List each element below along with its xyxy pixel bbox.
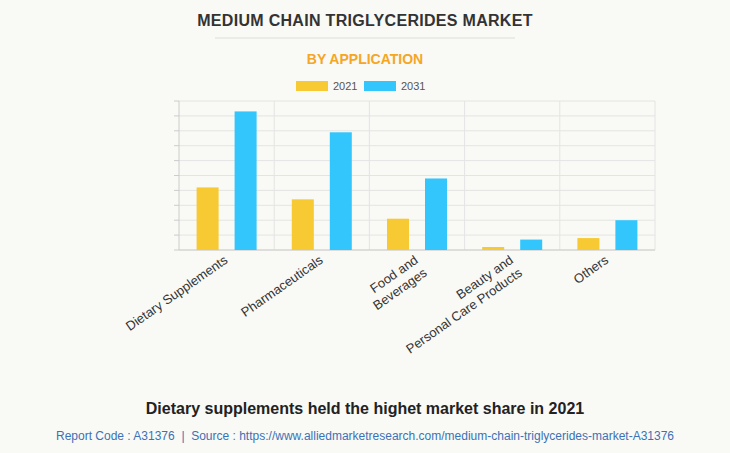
title-rule	[215, 38, 515, 39]
x-tick-label-group: Food andBeverages	[361, 252, 430, 313]
x-tick-label: Others	[571, 252, 612, 287]
legend-label: 2021	[333, 80, 357, 92]
y-tick	[174, 190, 179, 191]
chart-container: MEDIUM CHAIN TRIGLYCERIDES MARKET BY APPL…	[0, 0, 730, 453]
bar	[577, 238, 599, 250]
y-tick	[174, 160, 179, 161]
legend-swatch	[296, 81, 328, 91]
bar	[482, 247, 504, 250]
legend-label: 2031	[401, 80, 425, 92]
caption: Dietary supplements held the highet mark…	[146, 400, 584, 417]
background	[0, 0, 730, 453]
x-tick-label: Food andBeverages	[361, 252, 430, 313]
category-divider	[274, 101, 275, 250]
bar	[425, 178, 447, 250]
x-tick-label-group: Beauty andPersonal Care Products	[394, 252, 525, 357]
source: Report Code : A31376 | Source : https://…	[56, 429, 674, 443]
y-tick	[174, 220, 179, 221]
y-tick	[174, 175, 179, 176]
chart-svg: MEDIUM CHAIN TRIGLYCERIDES MARKET BY APPL…	[0, 0, 730, 453]
legend-swatch	[364, 81, 396, 91]
bars	[197, 111, 638, 250]
y-tick	[174, 130, 179, 131]
y-tick	[174, 205, 179, 206]
legend: 2021 2031	[296, 80, 425, 92]
label-line: Pharmaceuticals	[238, 252, 326, 320]
label-line: Beverages	[370, 265, 430, 313]
x-tick-label: Beauty andPersonal Care Products	[394, 252, 525, 357]
grid-line	[179, 101, 655, 102]
grid	[179, 101, 655, 250]
bar	[197, 187, 219, 250]
category-divider	[559, 101, 560, 250]
bar	[615, 220, 637, 250]
y-tick	[174, 145, 179, 146]
x-tick-label-group: Others	[571, 252, 612, 287]
bar	[235, 111, 257, 250]
subtitle: BY APPLICATION	[307, 51, 423, 67]
category-divider	[655, 101, 656, 250]
bar	[387, 219, 409, 250]
category-divider	[369, 101, 370, 250]
label-line: Others	[571, 252, 612, 287]
y-tick	[174, 235, 179, 236]
x-tick-label: Pharmaceuticals	[238, 252, 326, 320]
label-line: Dietary Supplements	[123, 252, 231, 334]
y-tick	[174, 101, 179, 102]
x-tick-label-group: Dietary Supplements	[123, 252, 231, 334]
y-tick	[174, 250, 179, 251]
y-tick	[174, 115, 179, 116]
bar	[330, 132, 352, 250]
page: {"chart_data": { "type": "bar", "title":…	[0, 0, 730, 453]
bar	[520, 240, 542, 250]
label-line: Personal Care Products	[403, 265, 525, 357]
bar	[292, 199, 314, 250]
x-tick-label-group: Pharmaceuticals	[238, 252, 326, 320]
title: MEDIUM CHAIN TRIGLYCERIDES MARKET	[197, 12, 533, 29]
category-divider	[464, 101, 465, 250]
x-tick-label: Dietary Supplements	[123, 252, 231, 334]
